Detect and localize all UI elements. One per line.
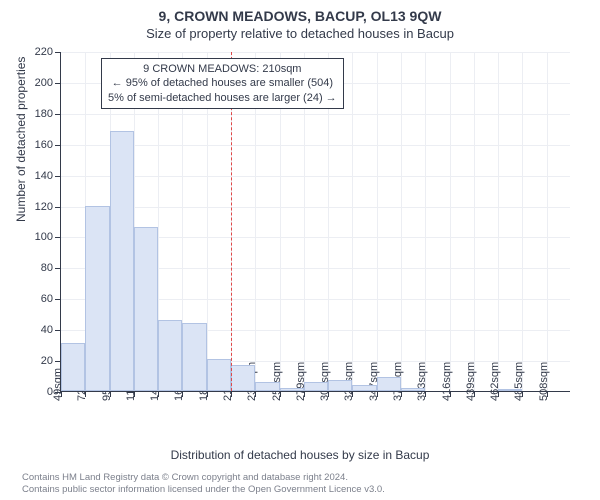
- ytick: [55, 330, 61, 331]
- xtick-label: 485sqm: [513, 362, 525, 401]
- chart-subtitle: Size of property relative to detached ho…: [0, 24, 600, 41]
- attribution-line1: Contains HM Land Registry data © Crown c…: [22, 472, 385, 484]
- ytick: [55, 207, 61, 208]
- ytick-label: 100: [23, 231, 53, 243]
- x-axis-label: Distribution of detached houses by size …: [0, 448, 600, 462]
- gridline-h: [61, 176, 570, 177]
- gridline-v: [352, 52, 353, 391]
- histogram-bar: [280, 388, 304, 391]
- xtick-label: 439sqm: [465, 362, 477, 401]
- histogram-bar: [231, 365, 255, 391]
- annotation-line1: 9 CROWN MEADOWS: 210sqm: [108, 62, 337, 76]
- gridline-v: [401, 52, 402, 391]
- gridline-v: [377, 52, 378, 391]
- histogram-bar: [61, 343, 85, 391]
- gridline-v: [450, 52, 451, 391]
- ytick-label: 120: [23, 201, 53, 213]
- xtick-label: 416sqm: [441, 362, 453, 401]
- histogram-bar: [134, 227, 158, 391]
- histogram-bar: [255, 382, 279, 391]
- ytick: [55, 145, 61, 146]
- ytick-label: 40: [23, 324, 53, 336]
- histogram-bar: [182, 323, 206, 391]
- ytick-label: 140: [23, 170, 53, 182]
- annotation-box: 9 CROWN MEADOWS: 210sqm ← 95% of detache…: [101, 58, 344, 109]
- annotation-line2: ← 95% of detached houses are smaller (50…: [108, 76, 337, 90]
- ytick: [55, 268, 61, 269]
- histogram-bar: [110, 131, 134, 391]
- chart-container: 9, CROWN MEADOWS, BACUP, OL13 9QW Size o…: [0, 0, 600, 500]
- ytick: [55, 299, 61, 300]
- ytick: [55, 237, 61, 238]
- histogram-bar: [158, 320, 182, 391]
- gridline-v: [547, 52, 548, 391]
- plot-area: 9 CROWN MEADOWS: 210sqm ← 95% of detache…: [60, 52, 570, 392]
- ytick: [55, 114, 61, 115]
- histogram-bar: [328, 380, 352, 391]
- histogram-bar: [377, 377, 401, 391]
- ytick-label: 20: [23, 355, 53, 367]
- histogram-bar: [304, 382, 328, 391]
- ytick: [55, 52, 61, 53]
- ytick-label: 80: [23, 262, 53, 274]
- attribution-line2: Contains public sector information licen…: [22, 484, 385, 496]
- histogram-bar: [352, 385, 376, 391]
- ytick-label: 220: [23, 46, 53, 58]
- histogram-bar: [85, 206, 109, 391]
- chart-title: 9, CROWN MEADOWS, BACUP, OL13 9QW: [0, 0, 600, 24]
- gridline-v: [474, 52, 475, 391]
- gridline-h: [61, 114, 570, 115]
- ytick-label: 0: [23, 386, 53, 398]
- ytick: [55, 83, 61, 84]
- histogram-bar: [207, 359, 231, 391]
- ytick-label: 60: [23, 293, 53, 305]
- histogram-bar: [498, 389, 522, 391]
- xtick-label: 462sqm: [489, 362, 501, 401]
- gridline-h: [61, 52, 570, 53]
- ytick-label: 160: [23, 139, 53, 151]
- attribution: Contains HM Land Registry data © Crown c…: [22, 472, 385, 496]
- gridline-v: [498, 52, 499, 391]
- ytick: [55, 176, 61, 177]
- histogram-bar: [401, 388, 425, 391]
- gridline-h: [61, 145, 570, 146]
- gridline-h: [61, 207, 570, 208]
- xtick-label: 393sqm: [416, 362, 428, 401]
- xtick-label: 508sqm: [538, 362, 550, 401]
- annotation-line3: 5% of semi-detached houses are larger (2…: [108, 91, 337, 105]
- ytick-label: 180: [23, 108, 53, 120]
- gridline-v: [522, 52, 523, 391]
- gridline-v: [425, 52, 426, 391]
- ytick-label: 200: [23, 77, 53, 89]
